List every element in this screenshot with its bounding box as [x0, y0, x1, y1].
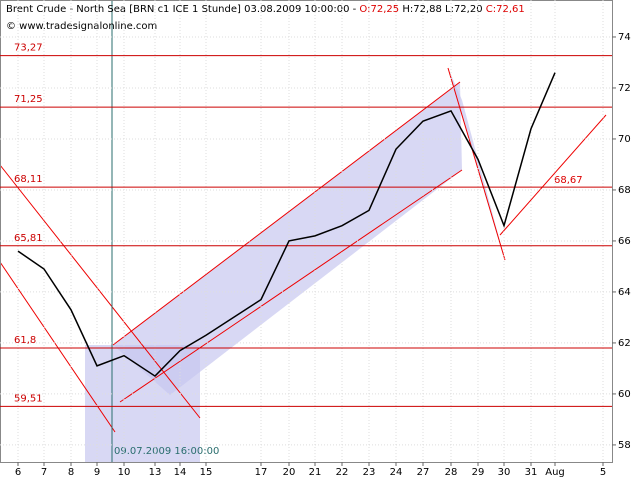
- crosshair-label: 09.07.2009 16:00:00: [114, 446, 219, 457]
- x-tick-label: 8: [68, 467, 74, 478]
- x-tick-label: 9: [94, 467, 100, 478]
- level-label: 73,27: [14, 43, 43, 54]
- x-tick-label: 7: [41, 467, 47, 478]
- x-tick-label: 20: [283, 467, 296, 478]
- y-tick-label: 64: [618, 287, 631, 298]
- y-tick-label: 68: [618, 185, 631, 196]
- trend-label: 68,67: [554, 175, 583, 186]
- x-tick-label: 22: [336, 467, 349, 478]
- y-tick-label: 70: [618, 134, 631, 145]
- x-tick-label: 6: [15, 467, 21, 478]
- x-tick-label: 30: [498, 467, 511, 478]
- x-tick-label: 14: [174, 467, 187, 478]
- x-tick-label: 17: [255, 467, 268, 478]
- x-tick-label: 29: [472, 467, 485, 478]
- x-tick-label: Aug: [545, 467, 565, 478]
- x-tick-label: 28: [445, 467, 458, 478]
- y-tick-label: 60: [618, 389, 631, 400]
- level-label: 65,81: [14, 233, 43, 244]
- trend-line: [119, 169, 463, 403]
- x-tick-label: 31: [525, 467, 538, 478]
- level-label: 61,8: [14, 335, 36, 346]
- price-line: [17, 72, 556, 378]
- x-tick-label: 5: [600, 467, 606, 478]
- level-label: 71,25: [14, 94, 43, 105]
- x-tick-label: 21: [309, 467, 322, 478]
- x-tick-label: 23: [363, 467, 376, 478]
- channel-shade: [113, 82, 462, 395]
- y-tick-label: 66: [618, 236, 631, 247]
- y-tick-label: 58: [618, 440, 631, 451]
- y-tick-label: 74: [618, 32, 631, 43]
- y-tick-label: 72: [618, 83, 631, 94]
- x-tick-label: 24: [390, 467, 403, 478]
- trend-line: [447, 67, 506, 261]
- x-tick-label: 13: [149, 467, 162, 478]
- trend-line: [0, 261, 116, 433]
- plot-frame: [0, 0, 613, 463]
- y-tick-label: 62: [618, 338, 631, 349]
- channels: [0, 0, 607, 462]
- x-tick-label: 10: [118, 467, 131, 478]
- trend-line: [499, 114, 607, 236]
- title: Brent Crude - North Sea [BRN c1 ICE 1 St…: [6, 4, 525, 15]
- trend-line: [112, 81, 461, 346]
- copyright: © www.tradesignalonline.com: [6, 21, 157, 32]
- x-tick-label: 27: [417, 467, 430, 478]
- level-label: 68,11: [14, 174, 43, 185]
- x-tick-label: 15: [200, 467, 213, 478]
- level-label: 59,51: [14, 393, 43, 404]
